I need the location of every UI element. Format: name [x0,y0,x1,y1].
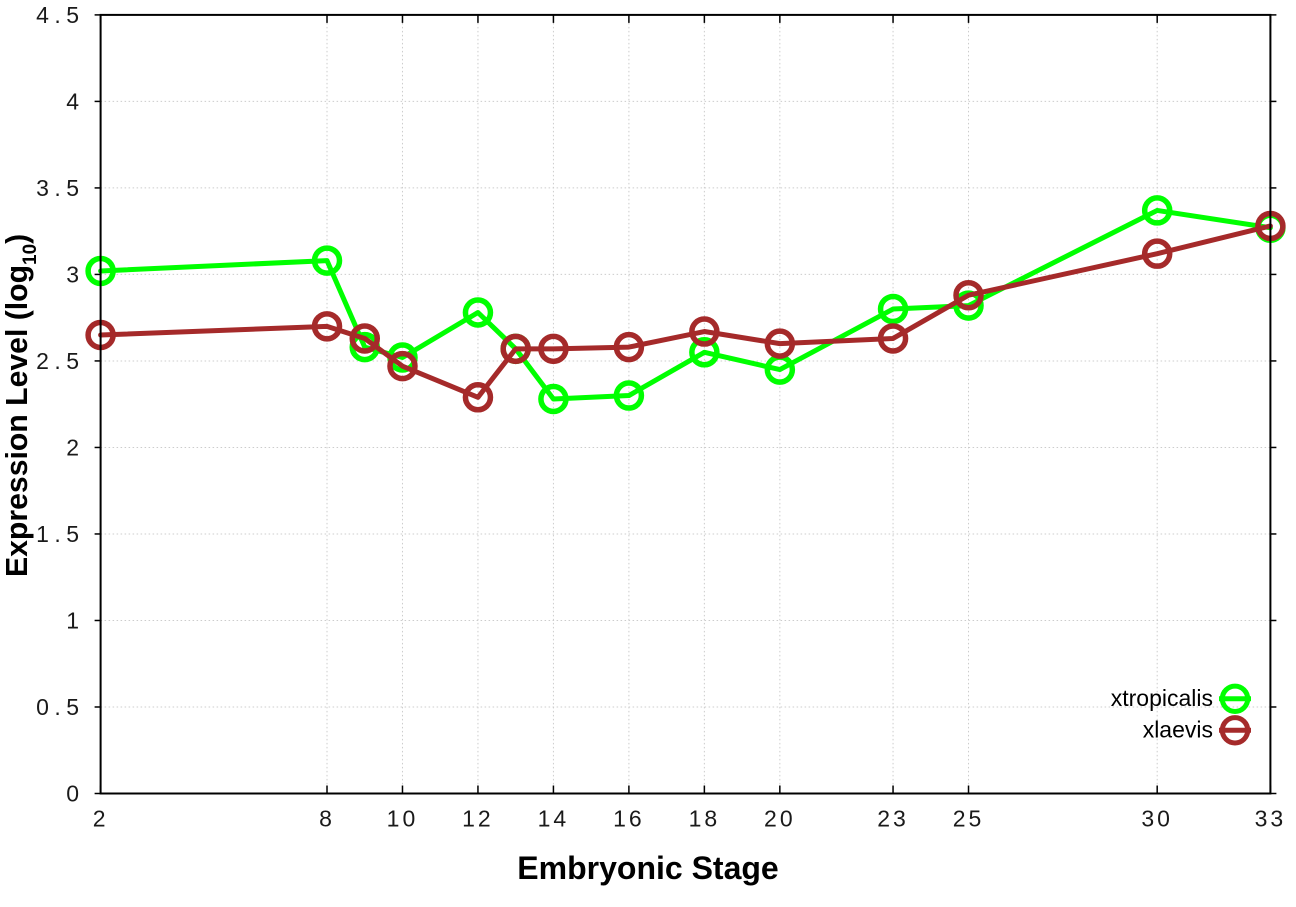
svg-text:12: 12 [462,806,494,832]
svg-text:2: 2 [93,806,109,832]
svg-text:2.5: 2.5 [36,348,84,374]
svg-text:8: 8 [319,806,335,832]
svg-text:14: 14 [538,806,570,832]
svg-text:16: 16 [613,806,645,832]
svg-text:0: 0 [66,781,84,807]
svg-text:1.5: 1.5 [36,521,84,547]
svg-text:3.5: 3.5 [36,175,84,201]
svg-text:1: 1 [66,607,84,633]
svg-text:xtropicalis: xtropicalis [1111,685,1213,711]
svg-text:23: 23 [877,806,909,832]
svg-text:33: 33 [1255,806,1287,832]
svg-text:4.5: 4.5 [36,2,84,28]
svg-text:2: 2 [66,434,84,460]
svg-text:xlaevis: xlaevis [1143,716,1213,742]
svg-text:10: 10 [387,806,419,832]
svg-text:18: 18 [689,806,721,832]
svg-text:20: 20 [764,806,796,832]
svg-text:0.5: 0.5 [36,694,84,720]
svg-text:30: 30 [1141,806,1173,832]
svg-text:25: 25 [953,806,985,832]
svg-text:3: 3 [66,261,84,287]
svg-text:4: 4 [66,88,84,114]
